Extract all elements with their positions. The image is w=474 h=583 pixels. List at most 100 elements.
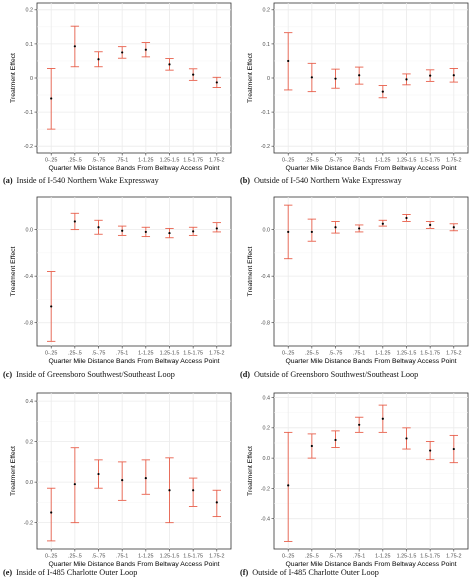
x-tick-label: 1.25-1.5 [397, 158, 417, 164]
x-tick-label: 1.25-1.5 [160, 351, 180, 357]
data-point [168, 231, 171, 235]
y-tick-label: -0.2 [261, 486, 270, 492]
data-point [310, 76, 313, 79]
data-point [452, 74, 455, 77]
y-tick-label: 0.0 [26, 480, 34, 486]
x-tick-label: .25-.5 [305, 554, 319, 560]
x-tick-label: 1-1.25 [375, 351, 390, 357]
y-tick-label: 0.2 [26, 440, 34, 446]
x-tick-label: 1.5-1.75 [183, 158, 203, 164]
y-axis-label: Treatment Effect [247, 446, 254, 496]
y-tick-label: 0.4 [26, 399, 34, 405]
panel-caption: (b) Outside of I-540 Northern Wake Expres… [240, 176, 403, 185]
data-point [452, 226, 455, 229]
x-tick-label: 1.5-1.75 [420, 554, 440, 560]
x-tick-label: 1.75-2 [209, 554, 224, 560]
x-tick-label: 1-1.25 [138, 158, 153, 164]
caption-letter: (b) [240, 176, 250, 185]
data-point [168, 63, 171, 66]
error-bar [46, 487, 56, 542]
caption-letter: (f) [240, 568, 248, 577]
data-point [287, 484, 290, 487]
x-tick-label: .25-.5 [68, 351, 82, 357]
data-point [287, 230, 290, 234]
y-tick-label: 0.1 [263, 42, 271, 48]
x-tick-label: .75-1 [353, 158, 365, 164]
y-tick-label: 0.0 [26, 227, 34, 233]
x-tick-label: 1-1.25 [138, 351, 153, 357]
panel-caption: (c) Inside of Greensboro Southwest/Southe… [3, 370, 175, 379]
data-point [97, 472, 100, 476]
x-tick-label: 1.75-2 [446, 351, 461, 357]
data-point [73, 45, 76, 48]
y-tick-label: -0.8 [261, 321, 270, 327]
y-tick-label: 0.0 [263, 227, 271, 233]
y-tick-label: 0.0 [263, 456, 271, 462]
data-point [310, 444, 313, 448]
data-point [97, 226, 100, 229]
x-tick-label: 1.75-2 [209, 351, 224, 357]
x-tick-label: 1.5-1.75 [183, 351, 203, 357]
caption-text: Inside of Greensboro Southwest/Southeast… [16, 370, 175, 379]
data-point [73, 483, 76, 486]
x-axis-label: Quarter Mile Distance Bands From Beltway… [48, 358, 219, 365]
plot-area [273, 392, 469, 550]
data-point [50, 511, 53, 514]
data-point [192, 73, 195, 76]
x-tick-label: .75-1 [116, 351, 128, 357]
x-axis-label: Quarter Mile Distance Bands From Beltway… [285, 165, 456, 172]
data-point [215, 227, 218, 230]
data-point [381, 90, 384, 93]
x-tick-label: 1.75-2 [446, 158, 461, 164]
error-bar [307, 218, 317, 242]
data-point [97, 58, 100, 61]
x-tick-label: .5-.75 [92, 554, 106, 560]
caption-letter: (a) [3, 176, 13, 185]
error-bar [212, 222, 222, 233]
error-bar [188, 477, 198, 507]
x-tick-label: .25-.5 [305, 351, 319, 357]
x-tick-label: .25-.5 [305, 158, 319, 164]
x-tick-label: .5-.75 [92, 351, 106, 357]
data-point [121, 479, 124, 482]
y-tick-label: -0.2 [261, 144, 270, 150]
data-point [50, 305, 53, 308]
y-tick-label: -0.4 [261, 274, 270, 280]
x-tick-label: 1-1.25 [375, 158, 390, 164]
data-point [405, 78, 408, 81]
plot-area [36, 196, 232, 347]
data-point [381, 222, 384, 225]
data-point [334, 226, 337, 229]
x-tick-label: 1-1.25 [138, 554, 153, 560]
y-tick-label: -0.2 [24, 144, 33, 150]
caption-text: Inside of I-485 Charlotte Outer Loop [16, 568, 137, 577]
y-tick-label: -0.8 [24, 321, 33, 327]
data-point [192, 489, 195, 492]
data-point [358, 74, 361, 77]
caption-text: Outside of I-485 Charlotte Outer Loop [252, 568, 379, 577]
data-point [168, 489, 171, 492]
data-point [121, 229, 124, 232]
data-point [144, 476, 147, 480]
data-point [215, 81, 218, 84]
data-point [50, 97, 53, 100]
data-point [405, 437, 408, 440]
caption-letter: (c) [3, 370, 12, 379]
x-tick-label: .75-1 [353, 351, 365, 357]
panel-b: -0.2 -0.1 0 0.1 0.2 0-.25 .25-.5 .5-.75 .75-1 1-1… [240, 2, 469, 185]
x-tick-label: 0-.25 [45, 158, 57, 164]
x-tick-label: 1.25-1.5 [160, 554, 180, 560]
data-point [429, 74, 432, 77]
caption-text: Inside of I-540 Northern Wake Expressway [17, 176, 160, 185]
x-tick-label: .5-.75 [329, 158, 343, 164]
y-axis-label: Treatment Effect [247, 246, 254, 296]
x-tick-label: .75-1 [116, 554, 128, 560]
x-tick-label: .5-.75 [329, 554, 343, 560]
x-axis-label: Quarter Mile Distance Bands From Beltway… [285, 358, 456, 365]
data-point [405, 216, 408, 220]
x-tick-label: 0-.25 [45, 554, 57, 560]
x-tick-label: .75-1 [116, 158, 128, 164]
data-point [215, 501, 218, 504]
